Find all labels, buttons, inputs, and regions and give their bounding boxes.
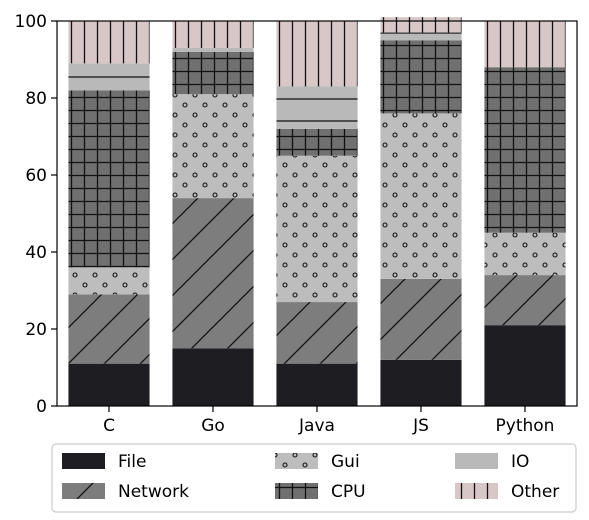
bar-java-cpu: [276, 128, 358, 156]
bar-js-cpu: [380, 40, 462, 114]
bar-java-file: [276, 363, 358, 406]
bar-c-io: [68, 63, 150, 91]
y-tick-label: 20: [25, 320, 47, 340]
bar-java-gui: [276, 155, 358, 303]
bar-go-cpu: [172, 51, 254, 95]
bar-python-gui: [484, 232, 566, 276]
bar-go-file: [172, 348, 254, 406]
legend-swatch-cpu: [275, 483, 318, 499]
bar-go-network: [172, 198, 254, 349]
bar-js-io: [380, 32, 462, 41]
x-tick-label-js: JS: [412, 416, 429, 436]
y-tick-label: 0: [36, 397, 47, 417]
bar-js-network: [380, 278, 462, 360]
bar-python-cpu: [484, 67, 566, 233]
bar-js-gui: [380, 113, 462, 279]
bar-python-file: [484, 325, 566, 406]
bars-layer: [68, 17, 566, 406]
legend-swatch-file: [62, 453, 105, 469]
axes-layer: 0 20 40 60 80 100 C Go Java JS Python: [15, 12, 555, 436]
x-tick-label-c: C: [103, 416, 115, 436]
bar-js-file: [380, 359, 462, 406]
bar-c-cpu: [68, 90, 150, 268]
legend-label-other: Other: [511, 482, 559, 502]
legend-label-gui: Gui: [331, 452, 360, 472]
legend-label-cpu: CPU: [331, 482, 366, 502]
bar-go-other: [172, 21, 254, 48]
bar-go-io: [172, 47, 254, 52]
bar-java-other: [276, 21, 358, 87]
bar-c-other: [68, 21, 150, 64]
bar-c-file: [68, 363, 150, 406]
legend-label-io: IO: [511, 452, 529, 472]
legend: File Network Gui CPU IO Other: [51, 443, 577, 513]
y-tick-label: 60: [25, 166, 47, 186]
x-tick-label-go: Go: [201, 416, 225, 436]
legend-label-network: Network: [118, 482, 189, 502]
legend-swatch-gui: [275, 453, 318, 469]
bar-c-network: [68, 294, 150, 364]
bar-go-gui: [172, 94, 254, 199]
bar-java-network: [276, 302, 358, 364]
legend-swatch-network: [62, 483, 105, 499]
legend-frame: [51, 443, 577, 513]
bar-js-other: [380, 17, 462, 33]
y-tick-label: 100: [15, 12, 47, 32]
bar-python-other: [484, 21, 566, 68]
legend-swatch-other: [455, 483, 498, 499]
x-tick-label-java: Java: [298, 416, 335, 436]
legend-swatch-io: [455, 453, 498, 469]
y-tick-label: 80: [25, 89, 47, 109]
legend-label-file: File: [118, 452, 146, 472]
bar-c-gui: [68, 267, 150, 295]
bar-java-io: [276, 86, 358, 129]
y-tick-label: 40: [25, 243, 47, 263]
x-tick-label-python: Python: [496, 416, 555, 436]
bar-python-network: [484, 275, 566, 326]
